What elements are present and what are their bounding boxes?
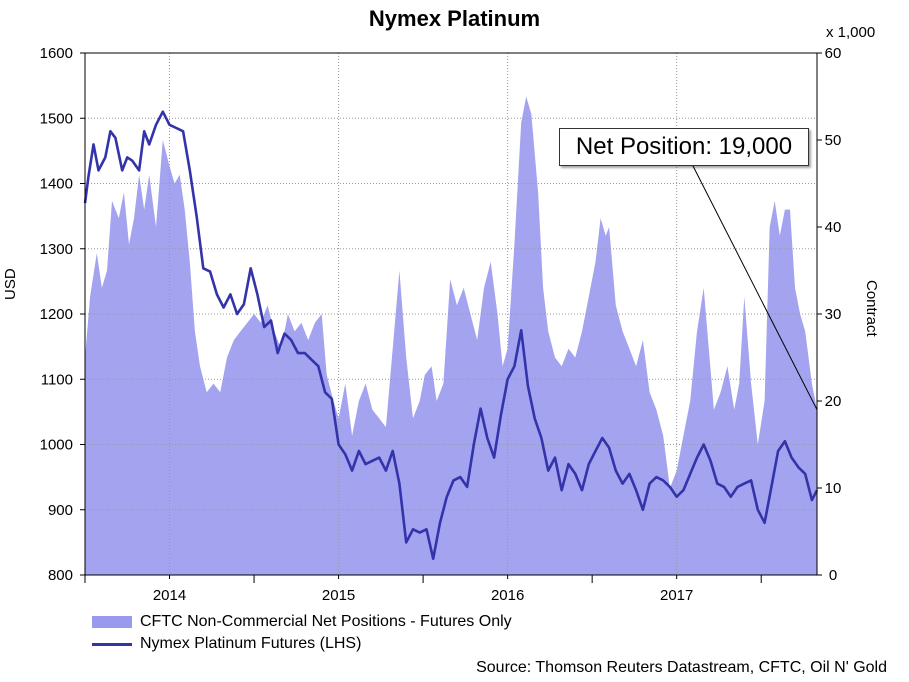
- futures-price-line: [83, 110, 819, 561]
- chart-legend: CFTC Non-Commercial Net Positions - Futu…: [92, 611, 512, 655]
- legend-item-futures: Nymex Platinum Futures (LHS): [92, 633, 512, 655]
- right-tick-label: 60: [825, 45, 842, 62]
- left-tick-label: 1500: [40, 110, 73, 127]
- plot-frame: [84, 52, 818, 576]
- x-tick-label: 2017: [660, 587, 693, 604]
- chart-title: Nymex Platinum: [368, 6, 541, 31]
- left-tick-label: 900: [48, 502, 73, 519]
- right-tick-label: 10: [825, 480, 842, 497]
- legend-item-net-positions: CFTC Non-Commercial Net Positions - Futu…: [92, 611, 512, 633]
- left-tick-label: 1100: [41, 371, 73, 388]
- right-tick-label: 40: [825, 219, 842, 236]
- right-tick-label: 30: [825, 306, 842, 323]
- left-tick-label: 1600: [40, 45, 73, 62]
- right-axis-unit: x 1,000: [826, 24, 876, 41]
- left-tick-label: 1400: [40, 176, 73, 193]
- left-tick-label: 1300: [40, 241, 73, 258]
- x-tick-label: 2014: [153, 587, 186, 604]
- left-tick-label: 800: [48, 567, 73, 584]
- x-tick-label: 2015: [322, 587, 355, 604]
- net-positions-area: [85, 96, 817, 575]
- right-tick-label: 0: [829, 567, 837, 584]
- legend-label-futures: Nymex Platinum Futures (LHS): [140, 635, 362, 652]
- callout-leader-line: [691, 163, 818, 410]
- net-position-callout: Net Position: 19,000: [559, 128, 809, 166]
- legend-label-net-positions: CFTC Non-Commercial Net Positions - Futu…: [140, 613, 512, 630]
- left-tick-label: 1200: [40, 306, 73, 323]
- legend-line-swatch: [92, 642, 132, 646]
- right-tick-label: 20: [825, 393, 842, 410]
- source-note: Source: Thomson Reuters Datastream, CFTC…: [476, 659, 887, 676]
- legend-area-swatch: [92, 616, 132, 628]
- right-tick-label: 50: [825, 132, 842, 149]
- x-tick-label: 2016: [491, 587, 524, 604]
- left-tick-label: 1000: [40, 437, 73, 454]
